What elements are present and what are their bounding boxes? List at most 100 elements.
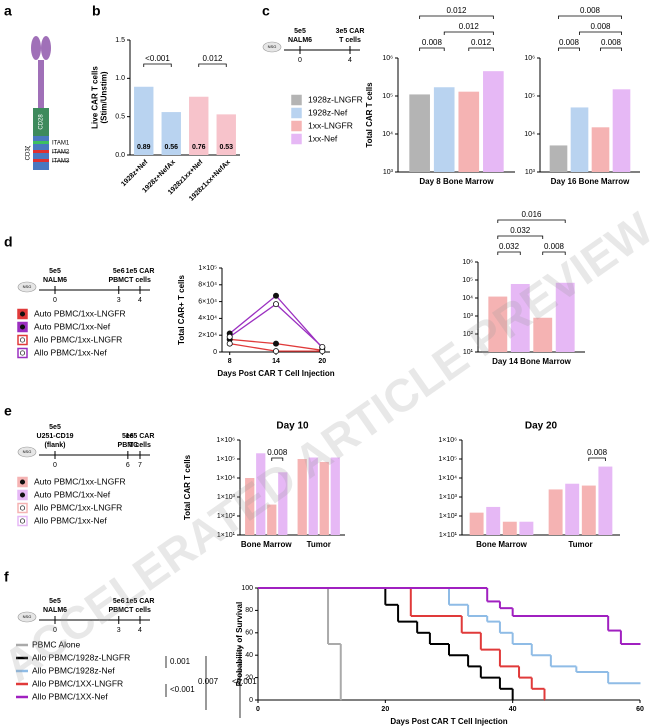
bracket [497,251,521,255]
p-value: 0.008 [580,6,601,15]
point [226,340,233,347]
legend-label: 1xx-Nef [308,133,338,143]
bar [502,521,517,535]
legend-label: Auto PBMC/1xx-LNGFR [34,476,126,486]
bar [555,282,575,352]
p-value: 0.016 [521,210,542,219]
timeline-event: 5e5 [49,598,61,605]
legend-marker [19,492,26,498]
timeline-event: U251-CD19 [37,433,74,440]
legend-marker [19,324,26,330]
y-tick-label: 100 [241,585,253,592]
legend-label: PBMC Alone [32,639,80,649]
y-tick-label: 1×10⁶ [216,437,235,444]
timeline-event: 5e5 [49,424,61,431]
x-tick-label: Tumor [307,540,331,549]
x-tick-label: Bone Marrow [241,540,292,549]
y-tick-label: 1×10⁵ [198,265,217,272]
legend-label: 1928z-LNGFR [308,94,363,104]
mouse-icon [17,611,37,623]
bar [267,504,277,535]
x-tick-label: Tumor [568,540,592,549]
legend-label: 1xx-LNGFR [308,120,353,130]
timeline-day: 4 [138,627,142,634]
x-tick-label: Bone Marrow [476,540,527,549]
bar [548,489,563,535]
bracket [419,47,445,51]
bar [598,466,613,535]
bracket [468,47,494,51]
y-tick-label: 10⁵ [524,93,535,100]
y-tick-label: 1×10⁶ [438,437,457,444]
legend-label: Allo PBMC/1XX-Nef [32,691,108,701]
x-tick-label: 0 [256,706,260,713]
x-tick-label: Day 14 Bone Marrow [492,357,571,366]
car-diagram: CD28 CD3ζ ITAM1 ITAM2 ITAM3 [26,36,70,170]
bracket [198,63,227,67]
bar [570,107,589,172]
bar [308,457,318,535]
value-label: 0.53 [219,144,233,151]
bar [256,453,266,535]
p-value: 0.012 [446,6,467,15]
value-label: 0.56 [164,144,178,151]
p-value: 0.008 [267,448,288,457]
bar [483,71,504,172]
y-tick-label: 0.5 [115,114,125,121]
timeline-event: T cells [129,277,151,284]
timeline-day: 3 [117,627,121,634]
legend-label: Allo PBMC/1xx-Nef [34,515,107,525]
y-axis-label: Live CAR T cells [91,66,100,129]
p-value: 0.012 [459,22,480,31]
timeline-day: 0 [298,57,302,64]
legend-marker [19,505,26,511]
y-tick-label: 1×10¹ [439,532,458,539]
point [272,292,279,299]
x-tick-label: 60 [636,706,644,713]
panel-label: b [92,3,101,19]
legend-label: Auto PBMC/1xx-LNGFR [34,308,126,318]
bracket [419,15,494,19]
panel-label: a [4,3,12,19]
itam-label: ITAM3 [52,159,70,165]
timeline-event: 1e5 CAR [126,598,155,605]
bar [488,296,508,352]
bracket [497,219,566,223]
y-tick-label: 1.5 [115,37,125,44]
timeline-event: 5e5 [294,28,306,35]
y-tick-label: 1×10¹ [217,532,236,539]
y-tick-label: 10² [463,331,474,338]
legend-swatch [291,107,302,119]
point [319,343,326,350]
timeline-day: 6 [126,462,130,469]
panel-label: f [4,569,9,585]
bracket [143,63,172,67]
ecd-loop [31,36,41,60]
y-tick-label: 10⁶ [524,55,535,62]
timeline-day: 4 [348,57,352,64]
timeline-event: NALM6 [43,607,67,614]
p-value: <0.001 [170,685,195,694]
bar [216,114,236,155]
bar [189,96,209,155]
mouse-label: NSG [23,614,32,619]
x-tick-label: 1928z+Nef [120,158,150,188]
timeline-day: 4 [138,297,142,304]
y-tick-label: 0.0 [115,152,125,159]
mouse-icon [17,281,37,293]
bracket [443,31,494,35]
y-tick-label: 8×10⁴ [198,282,217,289]
bar [549,145,568,172]
y-axis-label: Probability of Survival [235,602,244,686]
x-tick-label: Day 16 Bone Marrow [551,177,630,186]
timeline-event: NALM6 [288,37,312,44]
y-tick-label: 1×10³ [439,494,458,501]
y-axis-label: Total CAR T cells [183,454,192,520]
x-tick-label: 20 [381,706,389,713]
legend-marker [19,479,26,485]
mouse-icon [17,446,37,458]
legend-label: Allo PBMC/1xx-LNGFR [34,502,122,512]
y-axis-label: (Stim/Unstim) [100,71,109,123]
legend-label: 1928z-Nef [308,107,348,117]
point [272,340,279,347]
